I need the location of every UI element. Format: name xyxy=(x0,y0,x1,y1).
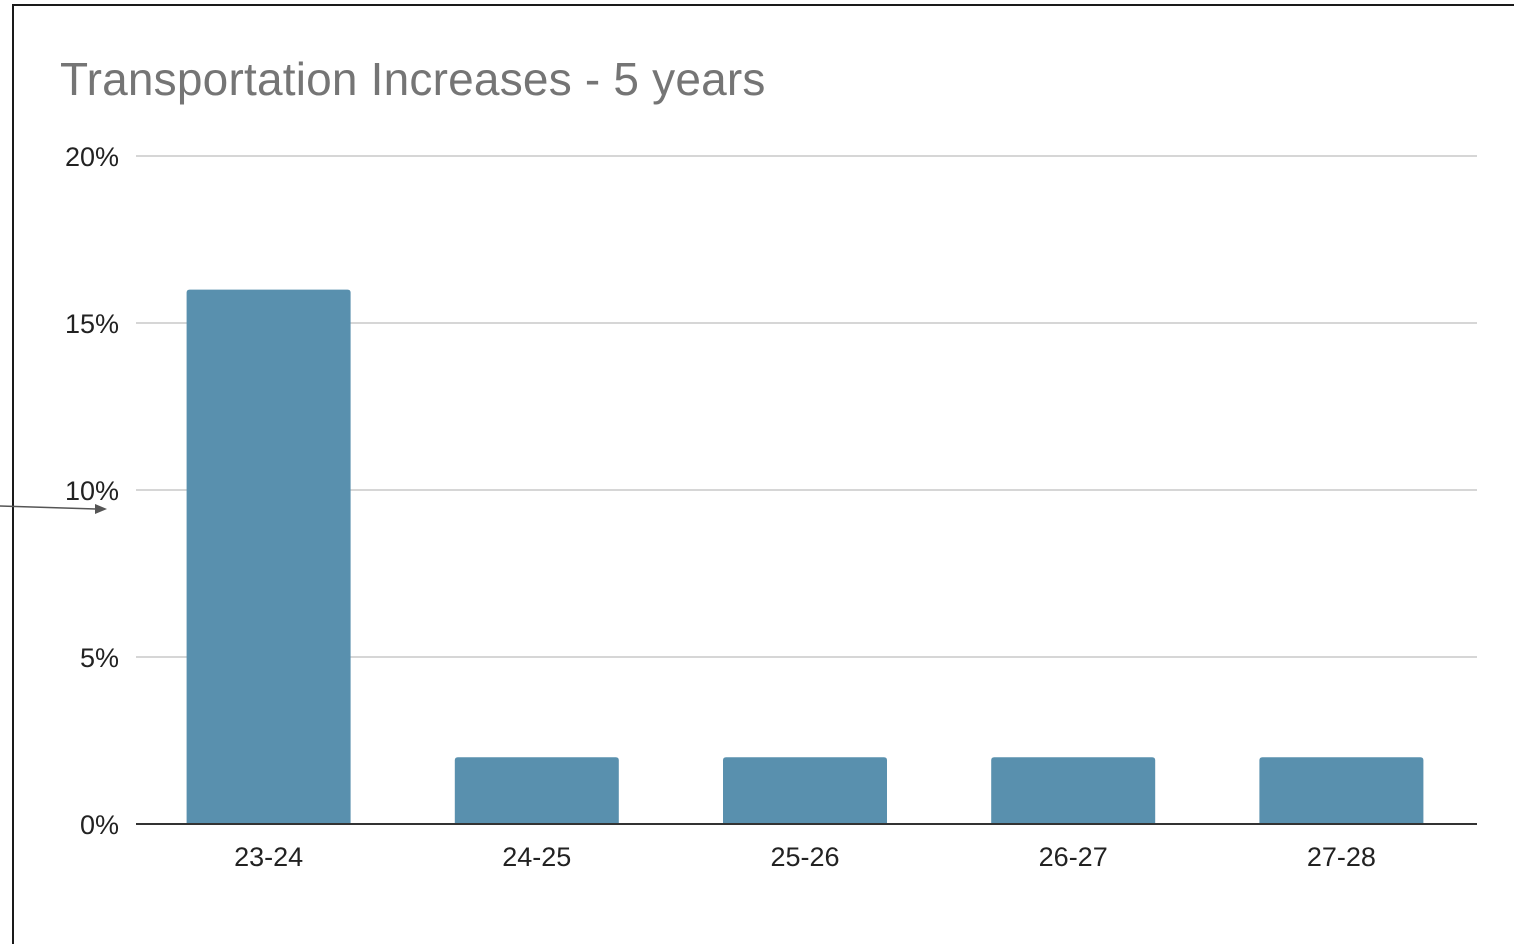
y-tick-label: 10% xyxy=(65,476,119,506)
bar-25-26 xyxy=(723,757,887,824)
x-tick-label: 25-26 xyxy=(770,842,839,872)
bar-chart: 0% 5% 10% 15% 20% 23-24 24-25 25-26 26-27 27-28 xyxy=(0,142,1477,872)
y-tick-label: 0% xyxy=(80,810,119,840)
y-tick-label: 5% xyxy=(80,643,119,673)
chart-frame xyxy=(12,4,1514,944)
bar-23-24 xyxy=(186,289,351,825)
bar-26-27 xyxy=(991,757,1156,824)
x-tick-label: 24-25 xyxy=(502,842,571,872)
annotation-arrow xyxy=(0,505,97,510)
x-tick-label: 23-24 xyxy=(234,842,303,872)
y-tick-label: 20% xyxy=(65,142,119,172)
bar-27-28 xyxy=(1259,757,1424,824)
bar-24-25 xyxy=(454,757,619,824)
x-tick-label: 26-27 xyxy=(1039,842,1108,872)
chart-title: Transportation Increases - 5 years xyxy=(60,53,766,105)
x-tick-label: 27-28 xyxy=(1307,842,1376,872)
annotation-arrowhead xyxy=(95,504,107,514)
y-tick-label: 15% xyxy=(65,309,119,339)
